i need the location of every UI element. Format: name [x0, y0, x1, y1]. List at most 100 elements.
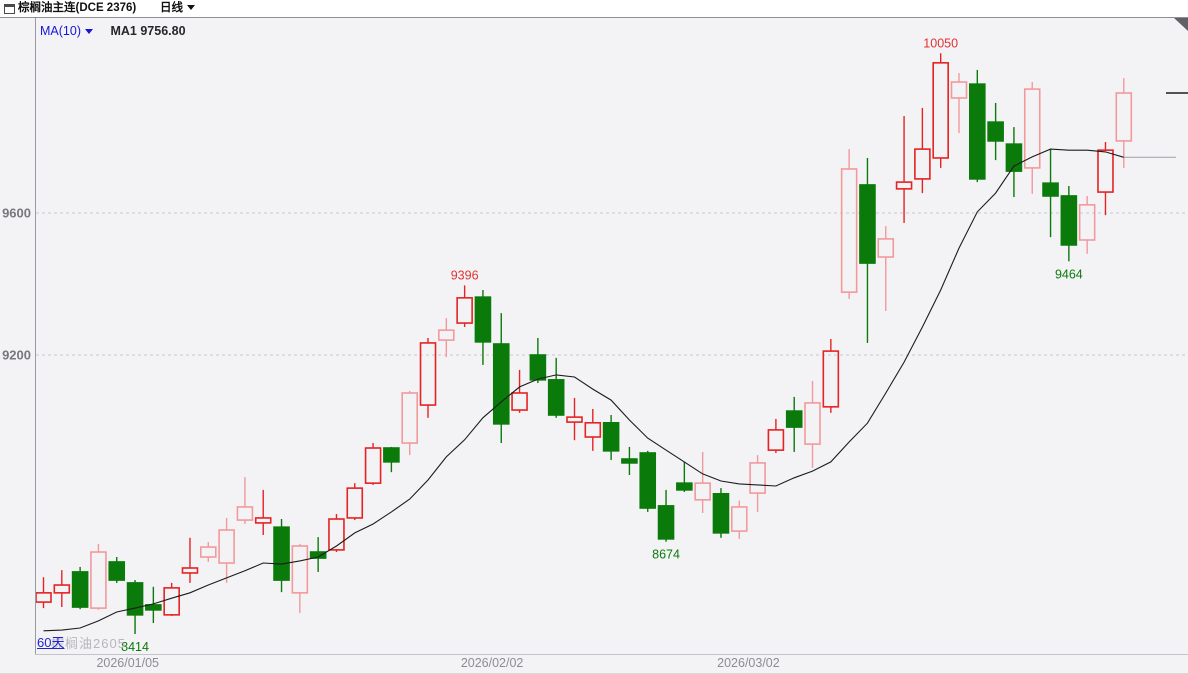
candle[interactable]	[749, 455, 766, 512]
candle-body	[328, 518, 345, 551]
candle-body	[639, 452, 657, 509]
contract-watermark: 棕榈油2605	[51, 636, 126, 651]
candle[interactable]	[419, 337, 437, 418]
candle[interactable]	[1097, 142, 1114, 216]
candle[interactable]	[492, 313, 510, 444]
candle-body	[163, 587, 180, 616]
candle[interactable]	[1060, 186, 1078, 262]
candle[interactable]	[1078, 195, 1096, 254]
price-annotation: 8674	[652, 548, 680, 562]
candle-body	[291, 545, 309, 594]
candle[interactable]	[932, 53, 949, 168]
candle[interactable]	[511, 369, 528, 413]
candle-body	[749, 462, 766, 494]
candle[interactable]	[1023, 82, 1041, 194]
candle[interactable]	[163, 582, 180, 616]
candle[interactable]	[914, 107, 931, 194]
candle[interactable]	[1115, 78, 1133, 168]
range-selector-60d[interactable]: 60天	[37, 635, 65, 650]
candle[interactable]	[35, 577, 52, 609]
candle[interactable]	[657, 489, 675, 542]
candle[interactable]	[309, 537, 327, 572]
candle[interactable]	[822, 339, 840, 413]
candle-body	[90, 551, 107, 609]
candle-body	[840, 168, 858, 293]
instrument-title: 棕榈油主连(DCE 2376)	[18, 2, 137, 14]
candle[interactable]	[273, 519, 290, 593]
candle[interactable]	[383, 446, 400, 473]
candle-body	[35, 592, 52, 603]
ma-indicator-selector[interactable]: MA(10)	[40, 24, 93, 38]
candle-body	[914, 148, 931, 180]
candle-body	[236, 506, 254, 521]
candle-body	[383, 447, 400, 463]
candle[interactable]	[547, 357, 565, 418]
chevron-down-icon	[84, 29, 93, 35]
candle[interactable]	[108, 556, 126, 583]
candle[interactable]	[291, 543, 309, 614]
candle[interactable]	[840, 149, 858, 299]
candle[interactable]	[199, 542, 217, 562]
period-selector-label: 日线	[160, 2, 183, 14]
candle[interactable]	[694, 451, 711, 513]
candle[interactable]	[438, 318, 455, 358]
candle[interactable]	[1005, 127, 1023, 198]
candle-body	[401, 392, 419, 444]
candle[interactable]	[90, 543, 107, 610]
candle-body	[419, 342, 437, 406]
candle[interactable]	[804, 380, 821, 468]
candle[interactable]	[895, 116, 913, 223]
candle[interactable]	[364, 443, 382, 485]
candle-body	[364, 447, 382, 484]
candle[interactable]	[328, 514, 345, 553]
candle[interactable]	[1042, 149, 1059, 238]
candle[interactable]	[474, 290, 492, 365]
candle[interactable]	[53, 570, 71, 608]
candle[interactable]	[987, 102, 1004, 161]
candle[interactable]	[218, 517, 235, 583]
candle-body	[694, 482, 711, 501]
candle[interactable]	[639, 450, 657, 512]
candle-body	[438, 329, 455, 341]
candle[interactable]	[950, 73, 968, 134]
candle[interactable]	[584, 408, 602, 451]
candle[interactable]	[456, 285, 473, 327]
candle[interactable]	[529, 337, 547, 384]
candle[interactable]	[969, 69, 986, 183]
candle[interactable]	[602, 414, 620, 461]
candle-body	[767, 429, 785, 451]
candle[interactable]	[71, 566, 89, 610]
candle[interactable]	[712, 488, 730, 538]
candle-body	[1023, 88, 1041, 169]
candle[interactable]	[676, 461, 693, 493]
candle-body	[456, 297, 473, 324]
candle[interactable]	[181, 537, 199, 583]
candle[interactable]	[785, 396, 803, 452]
candle[interactable]	[730, 500, 748, 539]
candle[interactable]	[767, 418, 785, 453]
candle[interactable]	[621, 446, 638, 475]
candle[interactable]	[401, 390, 419, 456]
candle-body	[877, 238, 895, 258]
candle[interactable]	[859, 157, 876, 343]
candle-body	[785, 410, 803, 428]
candle-body	[529, 354, 547, 381]
candle[interactable]	[145, 586, 162, 624]
candle-body	[547, 379, 565, 416]
candle[interactable]	[236, 477, 254, 524]
candle-body	[602, 422, 620, 452]
candle[interactable]	[877, 226, 895, 311]
candle[interactable]	[566, 397, 583, 441]
candle[interactable]	[346, 483, 364, 521]
candle-body	[712, 493, 730, 534]
chevron-down-icon	[187, 5, 195, 11]
candle-body	[1115, 92, 1133, 142]
corner-fold-icon	[1174, 18, 1188, 31]
candle[interactable]	[254, 489, 272, 535]
candle-body	[145, 604, 162, 611]
candle-body	[1078, 204, 1096, 241]
title-bar: 棕榈油主连(DCE 2376) 日线	[0, 0, 1188, 18]
candle-body	[492, 343, 510, 425]
period-selector[interactable]: 日线	[160, 0, 195, 17]
